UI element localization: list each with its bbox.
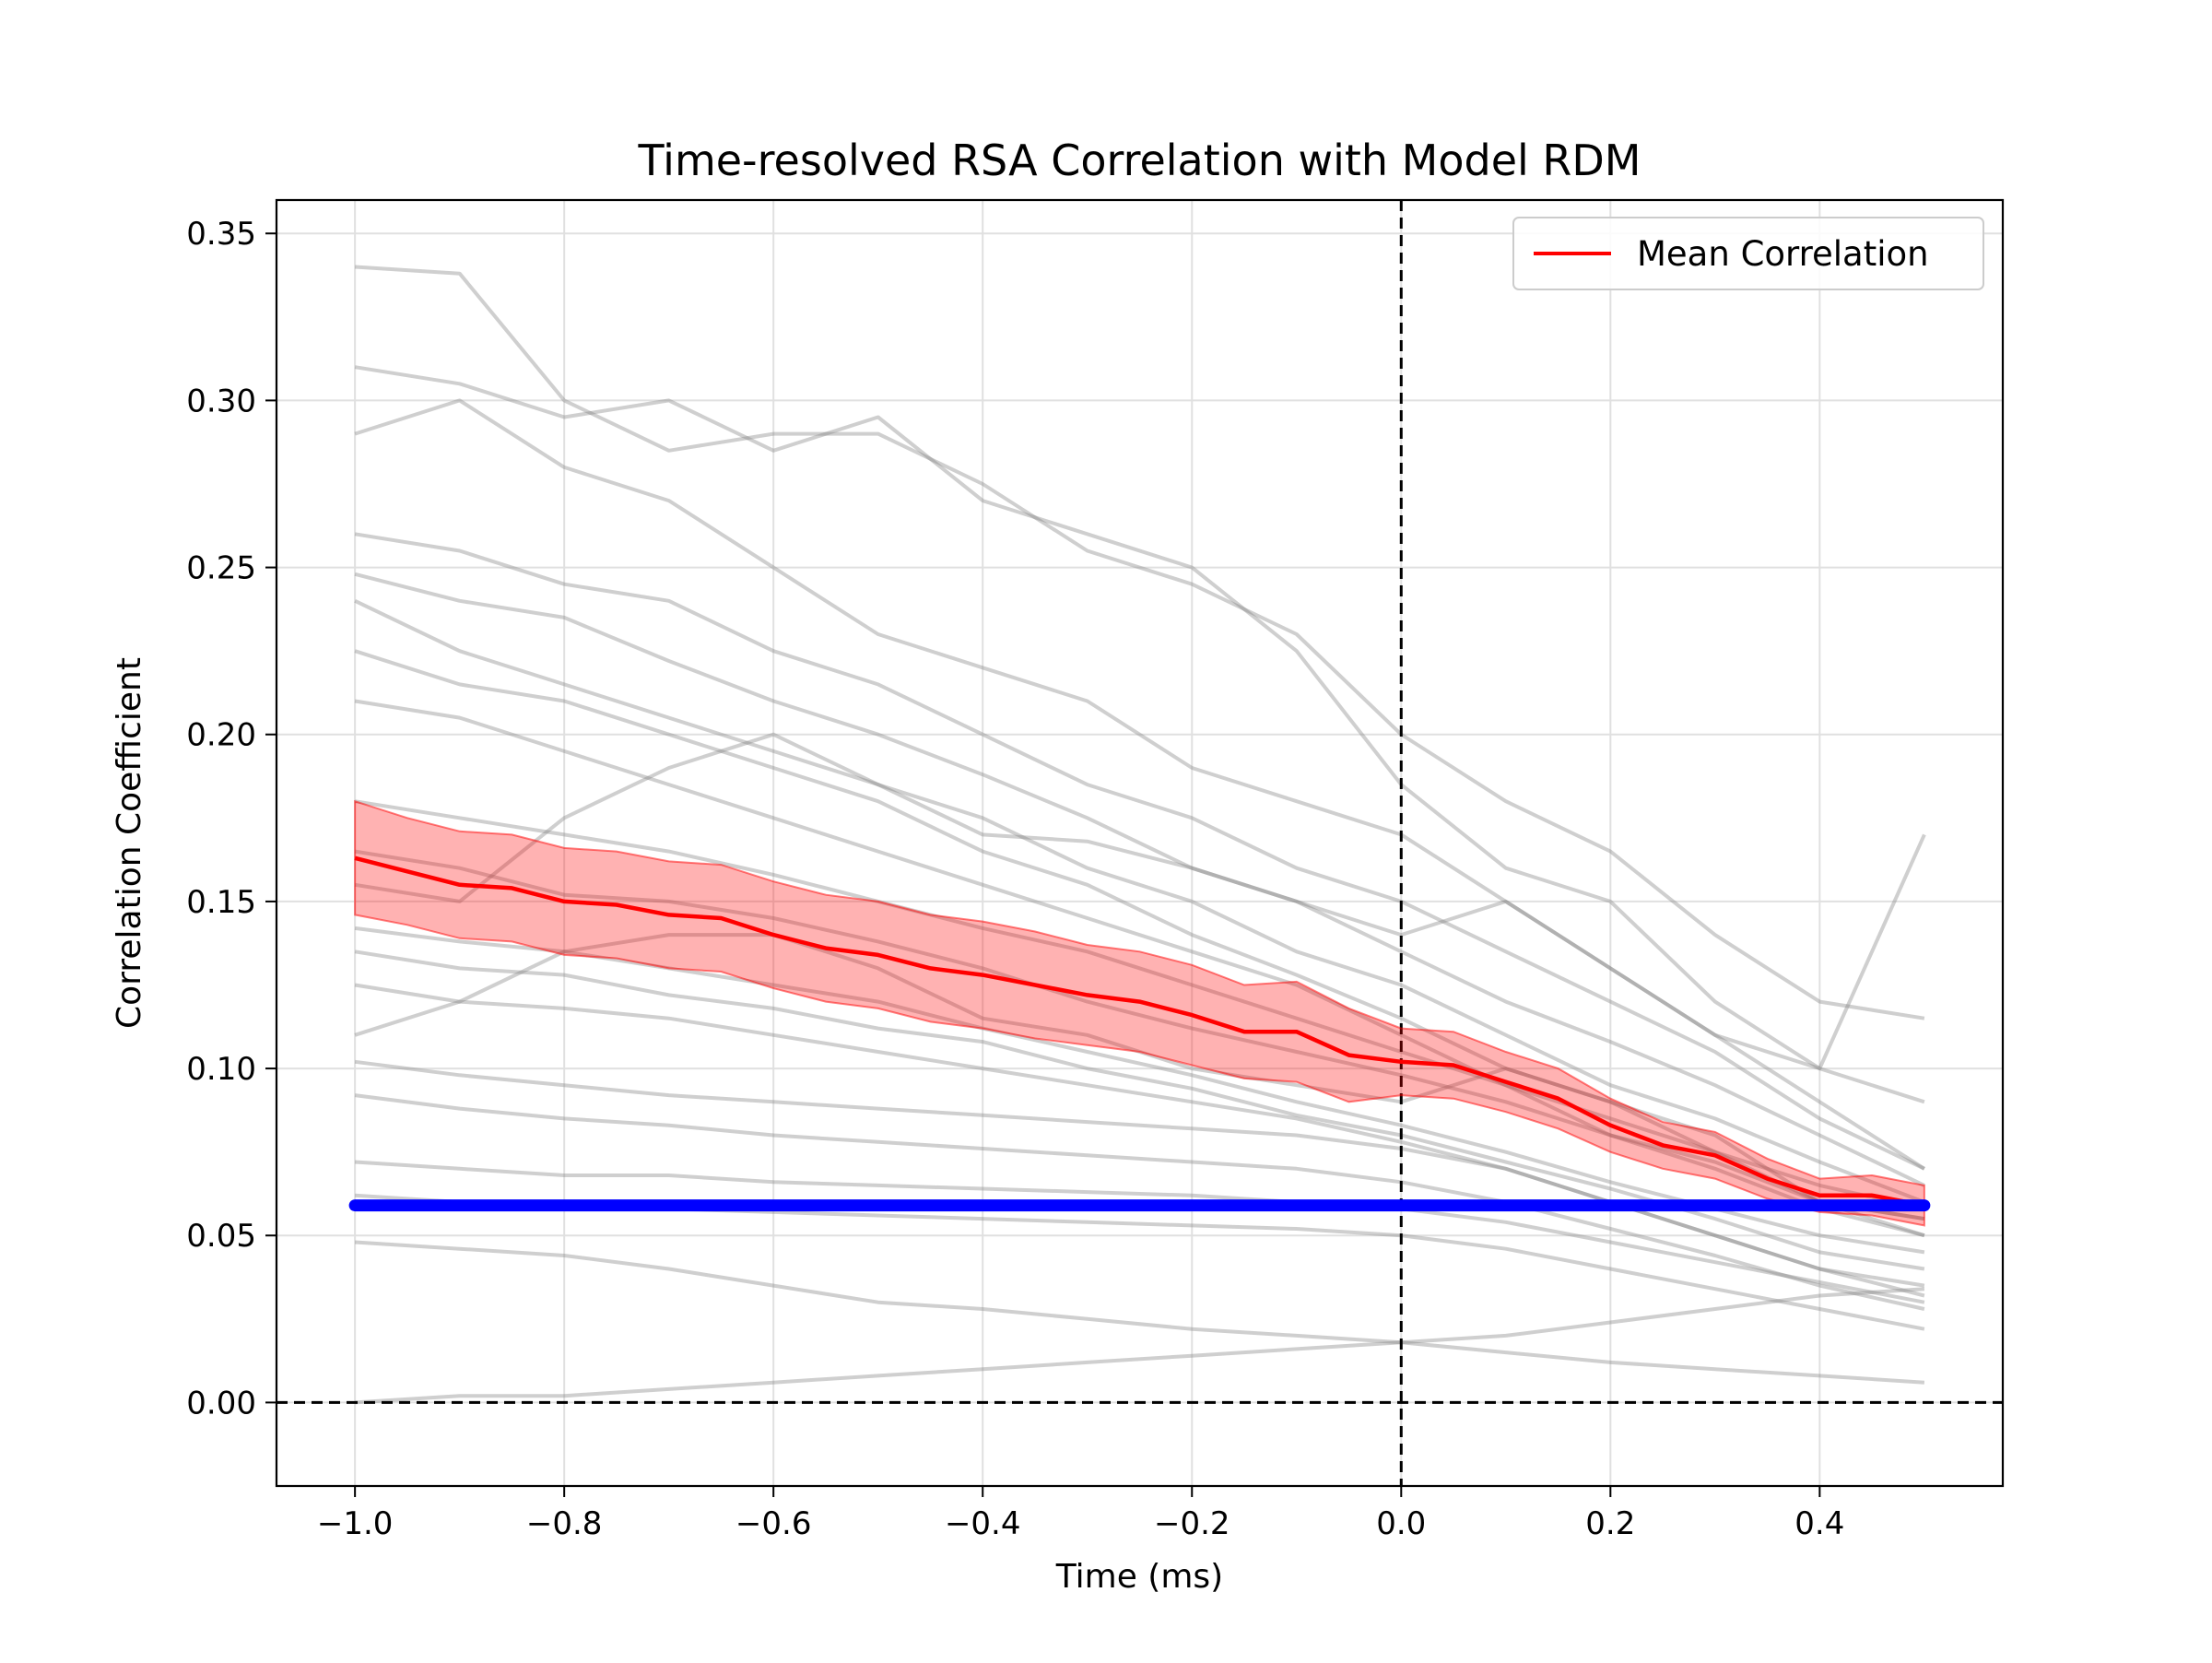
confidence-band-layer (354, 799, 1925, 1227)
subject-line-1 (354, 365, 1925, 1104)
subject-line-19 (354, 732, 1926, 1071)
y-tick-label-4: 0.20 (186, 717, 256, 754)
reference-lines-layer (276, 200, 2003, 1486)
confidence-band (354, 799, 1925, 1227)
y-axis-ticks: 0.00 0.05 0.10 0.15 0.20 0.25 0.30 0.35 (186, 216, 276, 1421)
mean-line-layer (354, 855, 1925, 1208)
subject-line-12 (354, 983, 1925, 1288)
subject-line-4 (354, 572, 1925, 1187)
y-tick-label-7: 0.35 (186, 216, 256, 253)
x-tick-label-4: −0.2 (1154, 1505, 1230, 1542)
x-tick-label-0: −1.0 (317, 1505, 394, 1542)
x-tick-label-2: −0.6 (735, 1505, 812, 1542)
subject-line-14 (354, 1093, 1925, 1311)
y-tick-label-2: 0.10 (186, 1051, 256, 1088)
x-axis-ticks: −1.0 −0.8 −0.6 −0.4 −0.2 0.0 0.2 0.4 (317, 1486, 1844, 1542)
x-tick-label-3: −0.4 (945, 1505, 1021, 1542)
subject-line-15 (354, 1160, 1925, 1304)
subject-line-17 (354, 1240, 1925, 1385)
y-tick-label-5: 0.25 (186, 550, 256, 587)
subject-line-3 (354, 532, 1925, 1171)
subject-line-9 (354, 849, 1925, 1221)
y-tick-label-3: 0.15 (186, 884, 256, 921)
y-tick-label-6: 0.30 (186, 383, 256, 419)
plot-frame (275, 198, 2005, 1488)
x-tick-label-1: −0.8 (526, 1505, 603, 1542)
subject-lines-layer (354, 265, 1926, 1405)
subject-line-7 (354, 699, 1925, 1238)
subject-line-10 (354, 926, 1925, 1255)
subject-line-18 (354, 1287, 1925, 1405)
y-tick-label-1: 0.05 (186, 1218, 256, 1255)
y-axis-label: Correlation Coefficient (111, 657, 148, 1029)
mean-correlation-line (354, 855, 1925, 1208)
x-axis-label: Time (ms) (1055, 1558, 1223, 1596)
subject-line-8 (354, 799, 1925, 1211)
chart-title: Time-resolved RSA Correlation with Model… (637, 136, 1641, 185)
subject-line-0 (354, 265, 1925, 1020)
legend-box (1512, 217, 1984, 290)
subject-line-5 (354, 598, 1925, 1204)
subject-line-6 (354, 649, 1925, 1221)
legend: Mean Correlation (1512, 217, 1984, 290)
x-tick-label-5: 0.0 (1376, 1505, 1426, 1542)
subject-line-2 (354, 398, 1925, 1171)
x-tick-label-6: 0.2 (1585, 1505, 1635, 1542)
legend-label-mean-correlation: Mean Correlation (1637, 234, 1929, 274)
y-tick-label-0: 0.00 (186, 1385, 256, 1421)
subject-line-13 (354, 1059, 1925, 1298)
x-tick-label-7: 0.4 (1794, 1505, 1844, 1542)
